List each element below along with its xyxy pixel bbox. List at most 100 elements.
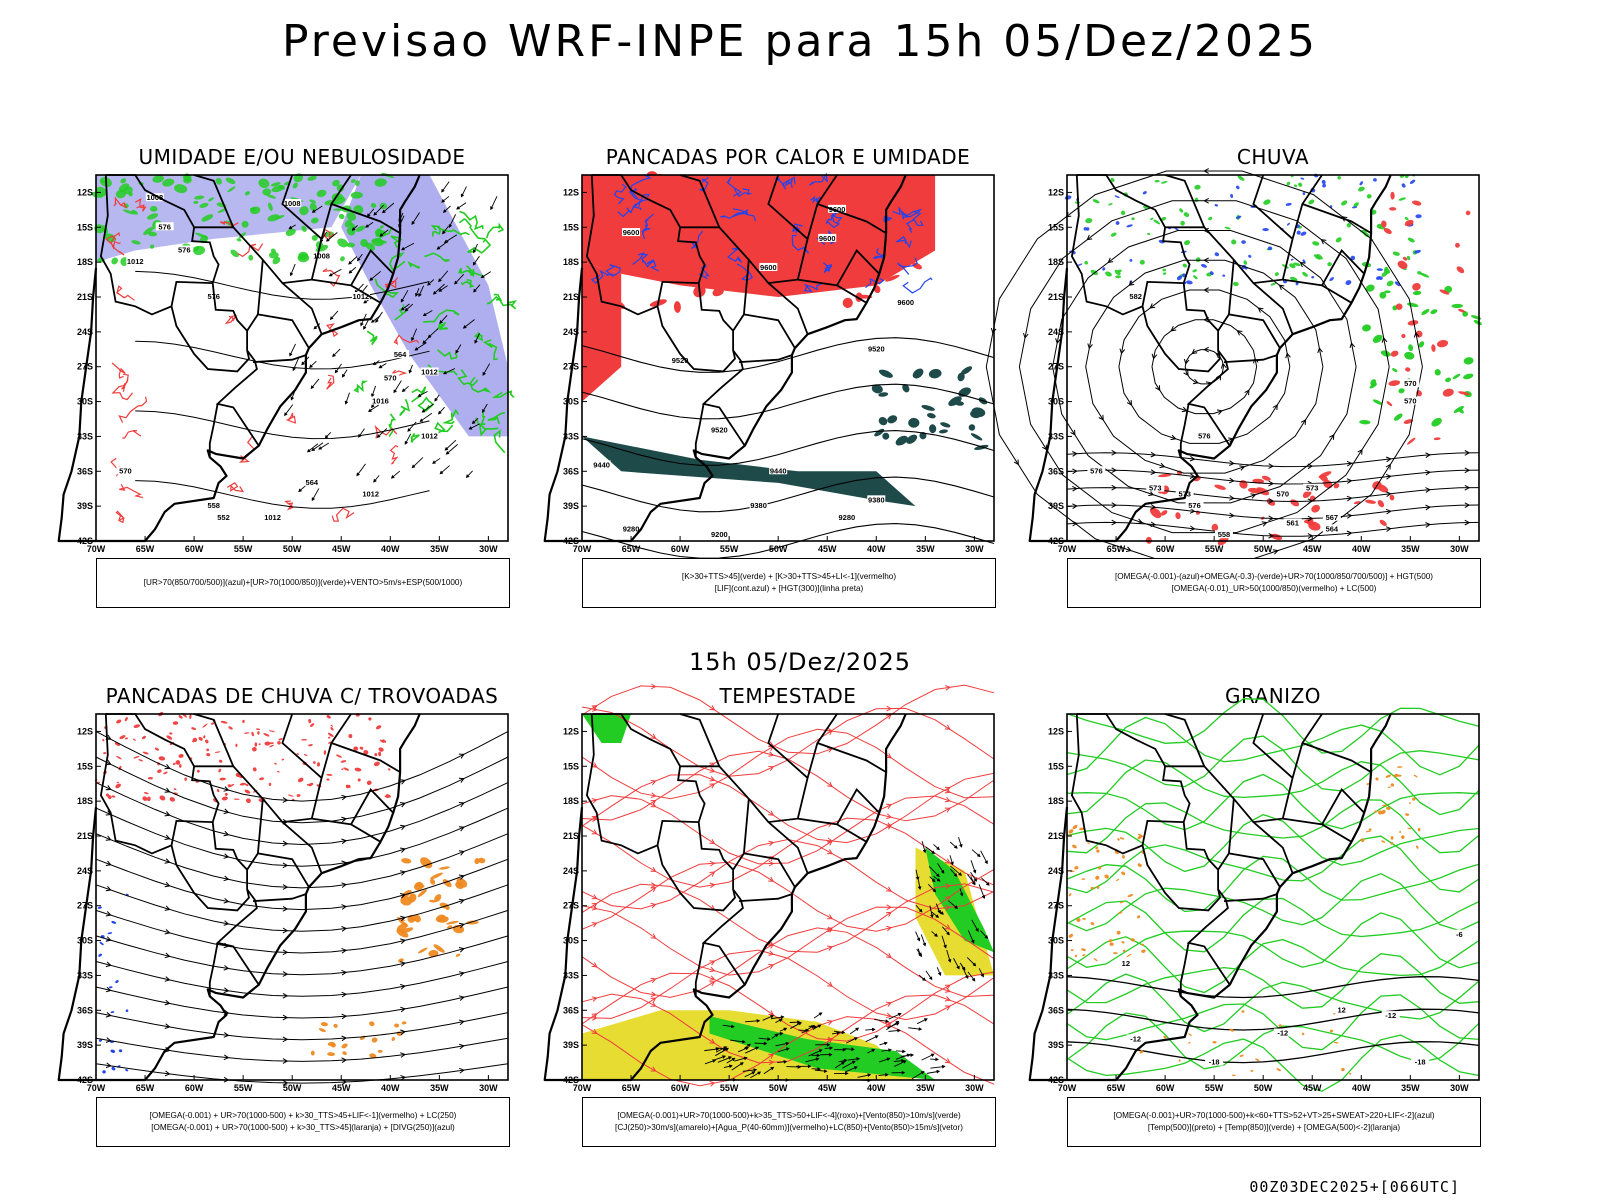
- contour-label: 9280: [623, 524, 640, 533]
- country-border: [679, 713, 721, 767]
- y-tick-label: 21S: [1048, 831, 1064, 841]
- contour-label: 570: [1277, 490, 1290, 499]
- y-tick-label: 33S: [1048, 431, 1064, 441]
- x-tick-label: 55W: [720, 1083, 739, 1093]
- country-border: [1302, 742, 1372, 773]
- y-tick-label: 30S: [563, 936, 579, 946]
- y-tick-label: 39S: [563, 1040, 579, 1050]
- y-tick-label: 42S: [77, 1075, 93, 1085]
- x-tick-label: 30W: [479, 1083, 498, 1093]
- country-border: [767, 713, 809, 779]
- country-border: [1252, 821, 1294, 874]
- y-tick-label: 21S: [1048, 292, 1064, 302]
- page-title: Previsao WRF-INPE para 15h 05/Dez/2025: [282, 16, 1318, 67]
- orange-south-cells: [310, 1021, 407, 1059]
- contour-label: 9280: [839, 513, 856, 522]
- country-border: [743, 852, 796, 888]
- y-tick-label: 12S: [77, 726, 93, 736]
- precipitable-water-lines: [581, 683, 995, 1087]
- y-tick-label: 24S: [77, 866, 93, 876]
- country-border: [1165, 174, 1323, 285]
- country-border: [193, 713, 235, 767]
- y-tick-label: 18S: [563, 257, 579, 267]
- x-tick-label: 45W: [332, 544, 351, 554]
- country-border: [193, 174, 235, 228]
- country-border: [331, 203, 401, 234]
- contour-label: 570: [1404, 397, 1417, 406]
- contour-label: 9440: [770, 466, 787, 475]
- legend-line: [OMEGA(-0.001)-(azul)+OMEGA(-0.3)-(verde…: [1114, 572, 1434, 581]
- y-tick-label: 36S: [77, 466, 93, 476]
- coastline: [543, 713, 907, 1082]
- contour-label: 12: [1122, 959, 1130, 968]
- country-border: [679, 174, 721, 228]
- country-border: [656, 282, 736, 373]
- country-border: [701, 349, 746, 447]
- country-border: [738, 893, 793, 902]
- country-border: [836, 788, 880, 825]
- run-info: 00Z03DEC2025+[066UTC]: [1249, 1178, 1460, 1196]
- y-tick-label: 18S: [77, 257, 93, 267]
- country-border: [701, 888, 746, 986]
- contour-label: 573: [1149, 484, 1162, 493]
- country-border: [215, 349, 260, 447]
- country-border: [208, 403, 219, 458]
- y-tick-label: 30S: [77, 397, 93, 407]
- x-tick-label: 35W: [916, 1083, 935, 1093]
- y-tick-label: 42S: [1048, 1075, 1064, 1085]
- country-border: [1252, 713, 1294, 779]
- y-tick-label: 21S: [77, 292, 93, 302]
- contour-label: 9520: [868, 344, 885, 353]
- contour-label: 576: [158, 222, 171, 231]
- map-boundaries: [57, 713, 421, 1082]
- country-border: [208, 942, 219, 997]
- map-frame: [581, 174, 995, 542]
- contour-label: -6: [1456, 930, 1463, 939]
- x-tick-label: 45W: [1303, 1083, 1322, 1093]
- orange-cells: [396, 857, 486, 963]
- country-border: [281, 282, 323, 335]
- contour-label: 576: [1188, 501, 1201, 510]
- country-border: [1223, 354, 1278, 363]
- country-border: [257, 852, 310, 888]
- x-tick-label: 45W: [1303, 544, 1322, 554]
- country-border: [1282, 817, 1352, 843]
- country-border: [1228, 852, 1281, 888]
- x-tick-label: 60W: [1156, 544, 1175, 554]
- x-tick-label: 60W: [185, 544, 204, 554]
- x-tick-label: 40W: [381, 1083, 400, 1093]
- map-frame: [581, 713, 995, 1081]
- map-granizo: -6 -12 -12 -12 -18 -18 12 12 70W 65W 60W 55W 50W 45W 4…: [1028, 698, 1480, 1093]
- x-tick-label: 40W: [1352, 544, 1371, 554]
- country-border: [1223, 893, 1278, 902]
- legend-line: [OMEGA(-0.001)+UR>70(1000-500)+k<60+TTS>…: [1113, 1111, 1435, 1120]
- contour-label: 9600: [819, 234, 836, 243]
- y-tick-label: 12S: [1048, 187, 1064, 197]
- country-border: [1186, 349, 1231, 447]
- contour-label: 9600: [623, 228, 640, 237]
- y-tick-label: 21S: [563, 831, 579, 841]
- contour-label: 570: [1404, 379, 1417, 388]
- y-tick-label: 15S: [1048, 222, 1064, 232]
- y-tick-label: 18S: [1048, 796, 1064, 806]
- legend-box: [OMEGA(-0.001)-(azul)+OMEGA(-0.3)-(verde…: [1067, 558, 1481, 608]
- y-tick-label: 27S: [563, 362, 579, 372]
- legend-line: [OMEGA(-0.001) + UR>70(1000-500) + k>30_…: [151, 1123, 455, 1132]
- contour-label: 9600: [760, 263, 777, 272]
- country-border: [1186, 888, 1231, 986]
- contour-label: 1012: [362, 490, 379, 499]
- wind-vectors-south: [704, 1012, 946, 1083]
- contour-label: -12: [1385, 1011, 1396, 1020]
- y-tick-label: 33S: [77, 970, 93, 980]
- y-tick-label: 42S: [563, 1075, 579, 1085]
- low-pressure-isolines: [985, 168, 1423, 563]
- red-storm-cells: [94, 711, 391, 804]
- x-tick-label: 70W: [1058, 544, 1077, 554]
- country-border: [252, 354, 307, 363]
- y-tick-label: 24S: [563, 327, 579, 337]
- country-border: [767, 282, 809, 335]
- country-border: [1179, 403, 1190, 458]
- x-tick-label: 70W: [87, 544, 106, 554]
- map-boundaries: [543, 713, 907, 1082]
- contour-label: 561: [1286, 519, 1299, 528]
